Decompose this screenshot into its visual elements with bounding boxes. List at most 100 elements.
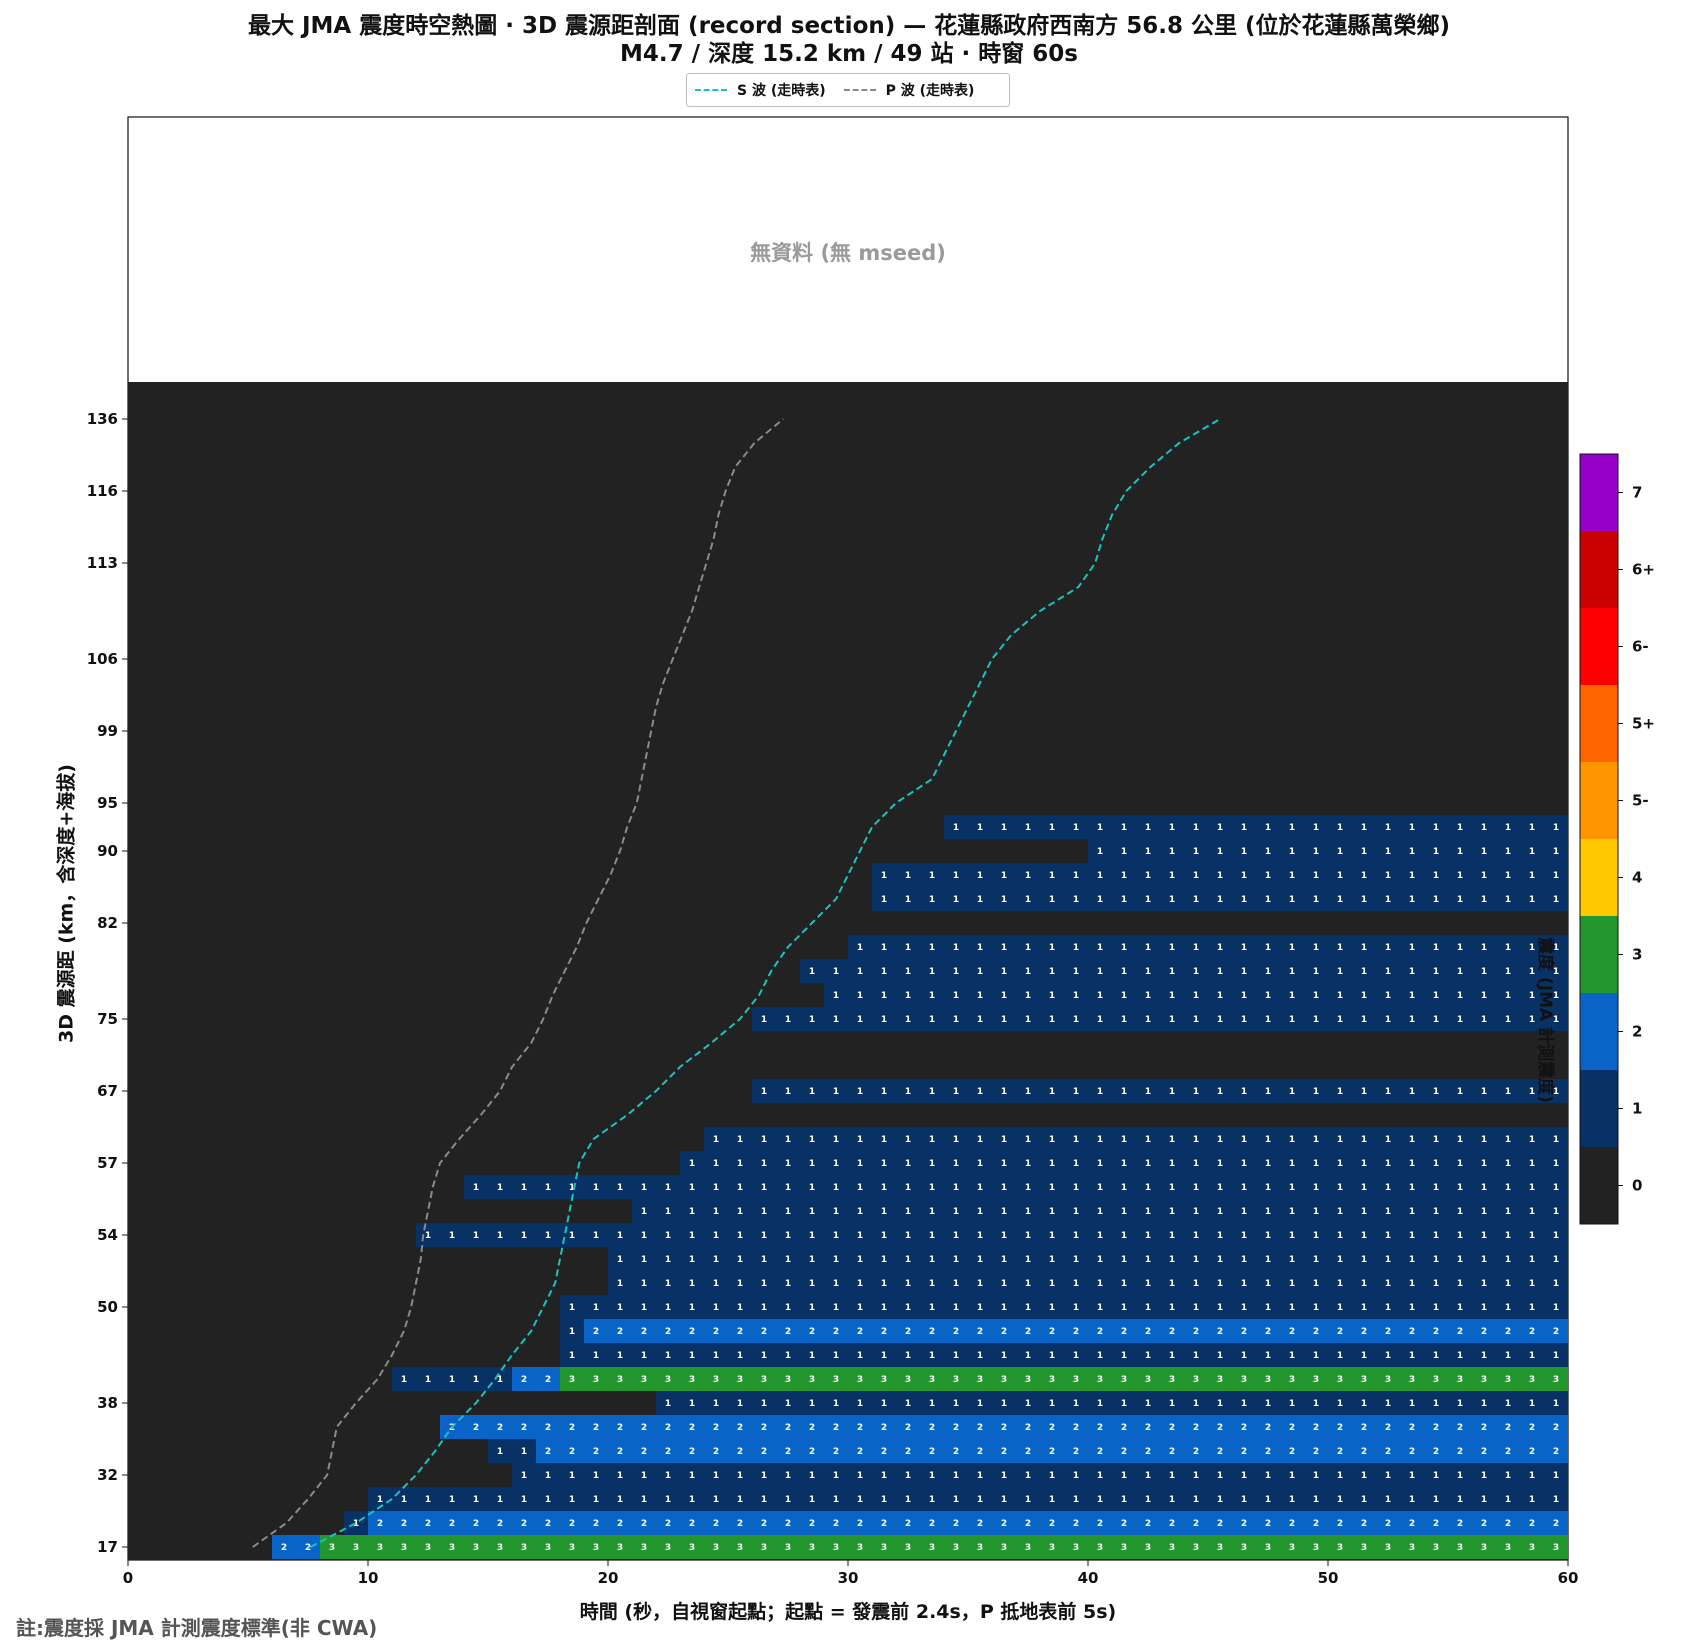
cell-value-label: 1 — [401, 1495, 407, 1505]
cell-value-label: 1 — [1097, 943, 1103, 953]
cell-value-label: 1 — [1265, 1159, 1271, 1169]
cell-value-label: 1 — [953, 1087, 959, 1097]
cell-value-label: 1 — [1457, 1255, 1463, 1265]
cell-value-label: 2 — [521, 1519, 527, 1529]
cell-value-label: 1 — [1361, 1015, 1367, 1025]
cell-value-label: 2 — [593, 1423, 599, 1433]
cell-value-label: 1 — [1385, 1351, 1391, 1361]
cell-value-label: 1 — [665, 1303, 671, 1313]
cell-value-label: 1 — [1337, 1231, 1343, 1241]
cell-value-label: 1 — [1553, 1303, 1559, 1313]
chart-subtitle: M4.7 / 深度 15.2 km / 49 站 · 時窗 60s — [620, 41, 1078, 67]
cell-value-label: 1 — [1265, 1135, 1271, 1145]
cell-value-label: 1 — [713, 1303, 719, 1313]
cell-value-label: 1 — [1193, 1159, 1199, 1169]
cell-value-label: 1 — [473, 1183, 479, 1193]
cell-value-label: 1 — [1025, 823, 1031, 833]
cell-value-label: 1 — [809, 1495, 815, 1505]
cell-value-label: 2 — [497, 1519, 503, 1529]
cell-value-label: 1 — [905, 895, 911, 905]
colorbar-tick-label: 4 — [1632, 869, 1642, 887]
cell-value-label: 1 — [1385, 1399, 1391, 1409]
cell-value-label: 1 — [1001, 1087, 1007, 1097]
cell-value-label: 2 — [1553, 1423, 1559, 1433]
cell-value-label: 1 — [785, 1351, 791, 1361]
cell-value-label: 1 — [1145, 895, 1151, 905]
cell-value-label: 1 — [1337, 1183, 1343, 1193]
cell-value-label: 1 — [905, 967, 911, 977]
cell-value-label: 1 — [1121, 1471, 1127, 1481]
cell-value-label: 1 — [617, 1351, 623, 1361]
heatmap-cell — [848, 935, 1568, 959]
cell-value-label: 3 — [713, 1375, 719, 1385]
cell-value-label: 1 — [1145, 1255, 1151, 1265]
cell-value-label: 1 — [1001, 1183, 1007, 1193]
cell-value-label: 1 — [857, 943, 863, 953]
cell-value-label: 1 — [1217, 1231, 1223, 1241]
cell-value-label: 1 — [1289, 1135, 1295, 1145]
cell-value-label: 1 — [1097, 823, 1103, 833]
cell-value-label: 1 — [521, 1447, 527, 1457]
cell-value-label: 1 — [665, 1231, 671, 1241]
cell-value-label: 3 — [1241, 1543, 1247, 1553]
cell-value-label: 1 — [569, 1303, 575, 1313]
cell-value-label: 1 — [1433, 1255, 1439, 1265]
cell-value-label: 2 — [641, 1423, 647, 1433]
cell-value-label: 1 — [1241, 967, 1247, 977]
cell-value-label: 1 — [1217, 991, 1223, 1001]
cell-value-label: 1 — [1265, 1207, 1271, 1217]
cell-value-label: 2 — [905, 1327, 911, 1337]
cell-value-label: 1 — [1289, 871, 1295, 881]
cell-value-label: 1 — [953, 895, 959, 905]
cell-value-label: 1 — [761, 1495, 767, 1505]
cell-value-label: 1 — [1529, 823, 1535, 833]
y-tick-label: 116 — [87, 482, 118, 500]
cell-value-label: 2 — [905, 1423, 911, 1433]
cell-value-label: 2 — [569, 1519, 575, 1529]
cell-value-label: 1 — [1073, 1399, 1079, 1409]
cell-value-label: 1 — [1145, 967, 1151, 977]
cell-value-label: 1 — [1241, 1183, 1247, 1193]
cell-value-label: 1 — [977, 823, 983, 833]
cell-value-label: 3 — [761, 1543, 767, 1553]
cell-value-label: 1 — [833, 1303, 839, 1313]
cell-value-label: 1 — [449, 1375, 455, 1385]
colorbar-tick-label: 5+ — [1632, 715, 1655, 733]
cell-value-label: 1 — [1073, 1495, 1079, 1505]
y-tick-label: 54 — [97, 1226, 118, 1244]
cell-value-label: 2 — [953, 1423, 959, 1433]
cell-value-label: 1 — [497, 1231, 503, 1241]
cell-value-label: 3 — [1217, 1543, 1223, 1553]
cell-value-label: 2 — [809, 1423, 815, 1433]
cell-value-label: 1 — [1457, 847, 1463, 857]
cell-value-label: 1 — [1193, 1495, 1199, 1505]
cell-value-label: 1 — [1553, 991, 1559, 1001]
cell-value-label: 3 — [1145, 1543, 1151, 1553]
cell-value-label: 1 — [449, 1495, 455, 1505]
cell-value-label: 1 — [665, 1399, 671, 1409]
cell-value-label: 1 — [1385, 991, 1391, 1001]
cell-value-label: 1 — [785, 1471, 791, 1481]
heatmap-cell — [704, 1127, 1568, 1151]
cell-value-label: 1 — [1217, 967, 1223, 977]
cell-value-label: 1 — [1529, 1183, 1535, 1193]
cell-value-label: 1 — [473, 1375, 479, 1385]
cell-value-label: 1 — [1121, 1351, 1127, 1361]
cell-value-label: 1 — [1025, 1231, 1031, 1241]
cell-value-label: 1 — [1169, 1231, 1175, 1241]
cell-value-label: 1 — [1457, 871, 1463, 881]
cell-value-label: 1 — [1313, 895, 1319, 905]
cell-value-label: 3 — [833, 1375, 839, 1385]
cell-value-label: 1 — [1217, 1303, 1223, 1313]
cell-value-label: 1 — [665, 1255, 671, 1265]
cell-value-label: 1 — [425, 1375, 431, 1385]
cell-value-label: 1 — [1553, 1135, 1559, 1145]
cell-value-label: 2 — [809, 1447, 815, 1457]
cell-value-label: 1 — [1481, 991, 1487, 1001]
cell-value-label: 1 — [1097, 1399, 1103, 1409]
cell-value-label: 1 — [617, 1183, 623, 1193]
cell-value-label: 1 — [1025, 1207, 1031, 1217]
cell-value-label: 1 — [809, 1207, 815, 1217]
cell-value-label: 1 — [857, 1471, 863, 1481]
cell-value-label: 3 — [473, 1543, 479, 1553]
